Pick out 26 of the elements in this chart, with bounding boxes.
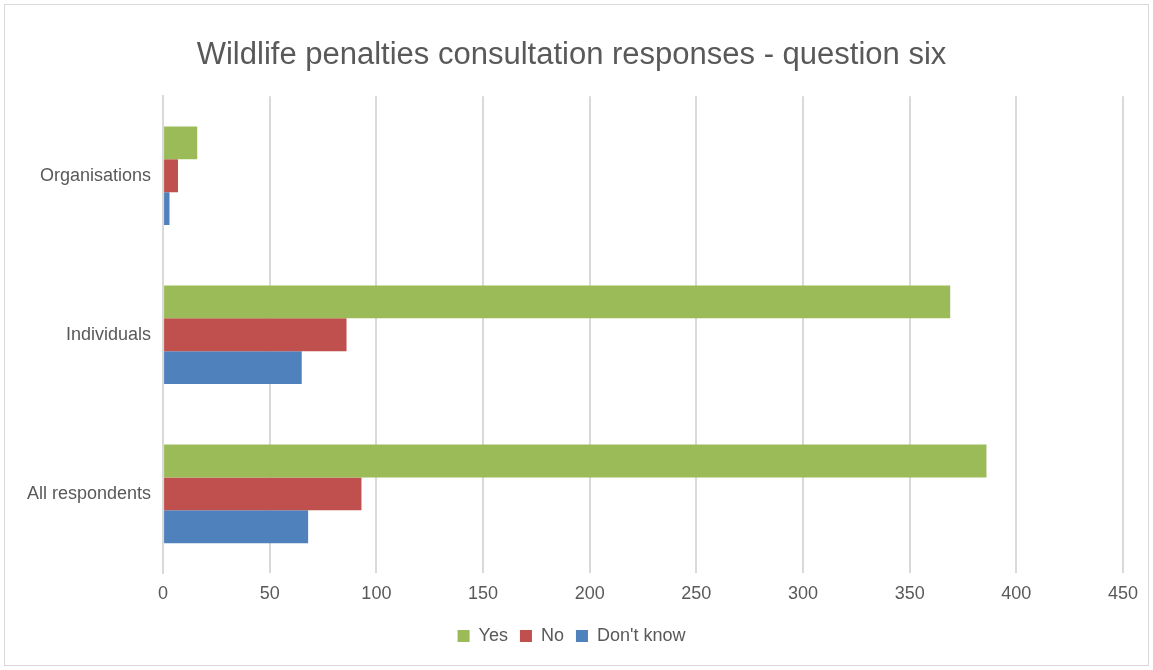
x-tick-label: 50 [259, 583, 280, 604]
y-tick-label: Organisations [40, 164, 152, 185]
x-tick-label: 400 [1001, 583, 1032, 604]
bar [164, 477, 362, 511]
x-tick-label: 350 [894, 583, 925, 604]
legend-label: Yes [478, 624, 508, 645]
x-tick-label: 100 [361, 583, 392, 604]
chart-title: Wildlife penalties consultation responses - question six [196, 36, 947, 72]
bar [164, 126, 198, 160]
bar [164, 192, 170, 226]
x-tick-label: 450 [1107, 583, 1139, 604]
x-tick-label: 300 [787, 583, 819, 604]
x-tick-label: 200 [574, 583, 605, 604]
bar [164, 159, 179, 193]
bar [164, 510, 309, 544]
legend-label: Don't know [596, 624, 687, 645]
legend-label: No [540, 624, 564, 645]
x-tick-label: 0 [158, 583, 169, 604]
bar [164, 318, 347, 352]
bar [164, 285, 951, 319]
y-tick-label: Individuals [66, 323, 152, 344]
x-tick-label: 150 [468, 583, 499, 604]
bar [164, 351, 302, 385]
x-tick-label: 250 [681, 583, 712, 604]
bar [164, 444, 987, 478]
y-tick-label: All respondents [27, 482, 152, 503]
